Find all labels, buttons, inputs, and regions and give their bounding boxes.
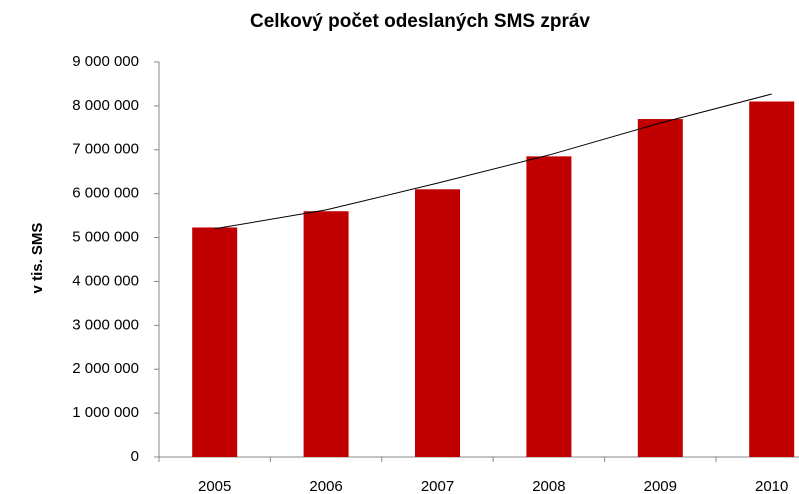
x-tick-label: 2006 (309, 478, 342, 494)
bar (637, 119, 683, 458)
x-tick-label: 2009 (644, 478, 677, 494)
bar (526, 156, 572, 457)
y-tick-label: 4 000 000 (72, 272, 139, 289)
x-tick-label: 2008 (532, 478, 565, 494)
y-tick-label: 5 000 000 (72, 229, 139, 246)
trendline (214, 93, 772, 230)
y-tick-label: 0 (131, 448, 139, 465)
x-tick-label: 2005 (198, 478, 231, 494)
y-tick-label: 6 000 000 (72, 185, 139, 202)
bar (303, 211, 349, 457)
y-tick-label: 3 000 000 (72, 316, 139, 333)
bar (415, 189, 460, 457)
y-axis-title: v tis. SMS (29, 223, 46, 294)
x-tick-label: 2010 (755, 478, 788, 494)
y-tick-label: 7 000 000 (72, 141, 139, 158)
bar (192, 227, 238, 457)
y-tick-label: 1 000 000 (72, 404, 139, 421)
y-tick-label: 8 000 000 (72, 97, 139, 114)
x-tick-label: 2007 (421, 478, 454, 494)
y-tick-label: 2 000 000 (72, 360, 139, 377)
bar (749, 101, 795, 457)
y-tick-label: 9 000 000 (72, 53, 139, 70)
chart-title: Celkový počet odeslaných SMS zpráv (250, 11, 590, 32)
